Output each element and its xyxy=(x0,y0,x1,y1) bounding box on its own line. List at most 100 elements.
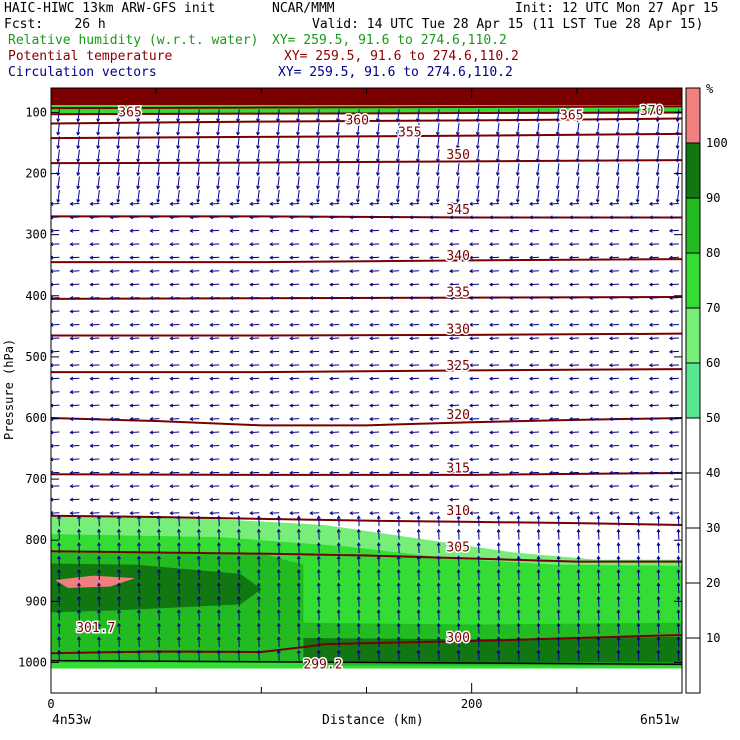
wind-vector xyxy=(529,364,540,366)
wind-vector xyxy=(557,610,560,621)
wind-vector-head xyxy=(648,322,653,327)
wind-vector xyxy=(118,543,120,554)
wind-vector-head xyxy=(335,145,340,150)
wind-vector xyxy=(330,310,340,313)
wind-vector xyxy=(51,458,60,460)
wind-vector-head xyxy=(289,403,294,408)
wind-vector-head xyxy=(655,118,660,123)
wind-vector xyxy=(250,391,260,393)
wind-vector-head xyxy=(588,215,593,220)
wind-vector-head xyxy=(256,528,261,533)
wind-vector-head xyxy=(656,649,661,654)
wind-vector xyxy=(98,650,100,661)
wind-vector-head xyxy=(116,185,121,190)
wind-vector-head xyxy=(309,309,314,314)
wind-vector-head xyxy=(369,296,374,300)
wind-vector xyxy=(596,136,600,149)
wind-vector xyxy=(70,458,80,460)
wind-vector xyxy=(78,637,80,648)
wind-vector xyxy=(629,229,639,232)
wind-vector-head xyxy=(349,484,354,489)
wind-vector-head xyxy=(316,542,321,546)
wind-vector-head xyxy=(588,497,593,502)
wind-vector xyxy=(217,122,220,135)
wind-vector-head xyxy=(149,511,154,516)
wind-vector-head xyxy=(56,185,61,190)
wind-vector-head xyxy=(556,649,561,654)
wind-vector xyxy=(489,391,500,393)
wind-vector xyxy=(170,256,180,259)
wind-vector xyxy=(609,350,619,353)
wind-vector-head xyxy=(109,269,114,274)
wind-vector-head xyxy=(51,390,54,395)
wind-vector-head xyxy=(256,145,260,150)
wind-vector xyxy=(58,623,60,634)
wind-vector-head xyxy=(256,199,260,204)
wind-vector xyxy=(130,297,140,299)
wind-vector xyxy=(656,109,660,122)
wind-vector xyxy=(330,243,340,245)
wind-vector-head xyxy=(449,228,453,233)
wind-vector xyxy=(609,498,619,501)
wind-vector-head xyxy=(616,622,621,627)
wind-vector-head xyxy=(57,555,62,560)
wind-vector-head xyxy=(529,497,533,502)
wind-vector-head xyxy=(97,649,101,654)
wind-vector-head xyxy=(409,296,413,300)
wind-vector xyxy=(337,149,340,162)
wind-vector-head xyxy=(149,403,154,408)
wind-vectors xyxy=(51,109,681,661)
wind-vector-head xyxy=(456,649,461,654)
wind-vector-head xyxy=(548,282,553,287)
wind-vector xyxy=(130,324,140,326)
wind-vector-head xyxy=(329,511,334,516)
wind-vector xyxy=(230,297,240,299)
wind-vector xyxy=(656,149,660,162)
wind-vector-head xyxy=(236,528,241,533)
wind-vector xyxy=(218,583,220,594)
wind-vector-head xyxy=(648,242,653,247)
wind-vector-head xyxy=(169,511,174,516)
wind-vector-head xyxy=(136,622,141,627)
wind-vector xyxy=(536,109,540,122)
wind-vector-head xyxy=(616,582,621,587)
wind-vector xyxy=(589,310,599,313)
wind-vector-head xyxy=(229,417,234,421)
wind-vector-head xyxy=(476,555,481,560)
wind-vector xyxy=(290,364,300,366)
wind-vector xyxy=(637,556,640,567)
wind-vector-head xyxy=(329,242,334,247)
wind-vector-head xyxy=(429,417,433,421)
wind-vector-head xyxy=(608,403,613,408)
wind-vector xyxy=(450,283,460,286)
wind-vector xyxy=(310,256,320,259)
wind-vector xyxy=(58,529,60,540)
wind-vector-head xyxy=(349,417,354,421)
wind-vector-head xyxy=(509,255,513,260)
wind-vector xyxy=(576,109,580,122)
wind-vector xyxy=(350,324,360,326)
wind-vector-head xyxy=(209,349,214,354)
wind-vector-head xyxy=(429,215,433,220)
wind-vector-head xyxy=(149,430,154,435)
wind-vector-head xyxy=(309,242,314,247)
wind-vector xyxy=(549,256,559,259)
wind-vector-head xyxy=(69,457,74,462)
wind-vector-head xyxy=(415,199,420,204)
wind-vector-head xyxy=(309,390,314,395)
wind-vector xyxy=(437,189,440,203)
wind-vector-head xyxy=(229,511,234,516)
wind-vector-head xyxy=(69,269,74,274)
wind-vector xyxy=(537,650,540,661)
wind-vector xyxy=(676,136,680,149)
wind-vector xyxy=(130,283,140,286)
wind-vector xyxy=(569,283,579,286)
wind-vector xyxy=(51,364,60,366)
wind-vector-head xyxy=(568,497,573,502)
wind-vector xyxy=(190,377,200,380)
wind-vector-head xyxy=(51,228,54,233)
wind-vector-head xyxy=(196,158,201,163)
wind-vector-head xyxy=(409,242,413,247)
wind-vector-head xyxy=(276,145,280,150)
wind-vector xyxy=(549,418,559,420)
